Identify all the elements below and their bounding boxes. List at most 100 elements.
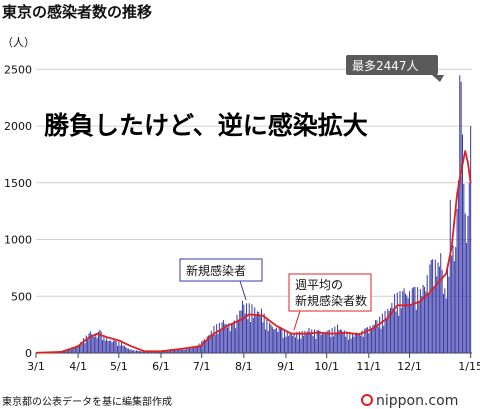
bar	[383, 325, 385, 353]
bar	[227, 327, 229, 353]
bar	[131, 350, 133, 353]
average-callout-leader	[293, 310, 301, 331]
bar	[145, 351, 147, 353]
bar	[148, 351, 150, 353]
bar	[156, 351, 158, 353]
bar	[300, 338, 302, 353]
bar	[466, 242, 468, 353]
bar	[163, 350, 165, 353]
y-tick-label: 2000	[4, 120, 32, 133]
bar	[269, 322, 271, 353]
bar	[347, 339, 349, 353]
bar	[415, 309, 417, 353]
x-tick-label: 7/1	[193, 360, 211, 373]
bar	[298, 331, 301, 353]
bar	[394, 294, 396, 353]
bar	[134, 351, 136, 353]
bar	[233, 320, 235, 353]
bar	[377, 326, 379, 353]
bar-series	[35, 75, 472, 354]
bar	[402, 291, 404, 353]
bar	[432, 259, 434, 353]
y-tick-label: 1500	[4, 177, 32, 190]
y-tick-label: 2500	[4, 63, 32, 76]
bar	[384, 311, 386, 353]
bar	[399, 291, 401, 353]
bar	[448, 276, 450, 353]
bar	[403, 288, 405, 353]
bar	[396, 292, 398, 353]
bar	[241, 300, 243, 353]
bar	[222, 320, 224, 353]
bar	[381, 313, 383, 353]
bar	[459, 75, 461, 354]
bar	[319, 330, 321, 353]
bar	[159, 351, 161, 353]
bar	[354, 333, 356, 353]
bar	[445, 298, 447, 353]
bar	[318, 330, 320, 353]
bar	[104, 340, 106, 353]
bar	[444, 288, 446, 353]
bar	[369, 325, 371, 353]
bar	[327, 330, 329, 353]
x-tick-label: 1/15	[458, 360, 480, 373]
bar	[251, 304, 253, 353]
bar	[243, 304, 245, 353]
bar	[361, 330, 363, 353]
bar	[305, 332, 307, 353]
bar	[206, 336, 208, 353]
bar	[375, 320, 377, 353]
bar	[301, 330, 303, 353]
bar	[460, 81, 462, 353]
bar	[407, 298, 409, 353]
bar	[126, 348, 128, 353]
bar	[335, 332, 337, 353]
bar	[455, 247, 457, 353]
bar	[76, 346, 78, 353]
bar	[304, 330, 306, 353]
y-tick-labels: 0 500 1000 1500 2000 2500	[4, 63, 32, 360]
bar	[199, 346, 201, 353]
bar	[178, 348, 180, 353]
bar	[140, 351, 142, 353]
bar	[123, 345, 125, 353]
bar	[169, 350, 171, 353]
bar	[221, 322, 223, 353]
bar	[303, 335, 305, 353]
bar	[411, 288, 413, 353]
bar	[116, 345, 119, 353]
bar	[262, 322, 264, 353]
bar	[452, 245, 454, 353]
bar	[436, 276, 438, 353]
bar	[418, 302, 420, 353]
bar	[258, 312, 260, 353]
bar	[322, 332, 324, 353]
bar	[228, 323, 230, 353]
bar	[342, 333, 344, 353]
bar	[255, 314, 257, 353]
x-tick-label: 12/1	[397, 360, 422, 373]
bar	[323, 333, 325, 353]
bar	[339, 329, 341, 353]
x-tick-label: 11/1	[356, 360, 381, 373]
bar	[201, 341, 203, 353]
brand-logo: nippon.com	[361, 393, 458, 409]
bar	[254, 307, 256, 353]
y-tick-label: 0	[25, 347, 32, 360]
bar	[168, 350, 170, 353]
bar	[414, 286, 416, 353]
bar	[188, 347, 190, 353]
brand-name: nippon.com	[376, 393, 458, 409]
bar	[207, 335, 210, 353]
bar	[87, 339, 89, 353]
bar	[467, 215, 469, 353]
bar	[235, 328, 237, 353]
bar	[93, 337, 95, 353]
bar	[349, 331, 351, 353]
bar	[142, 351, 144, 353]
bar	[297, 339, 299, 353]
source-note: 東京都の公表データを基に編集部作成	[2, 395, 172, 408]
bar	[165, 350, 167, 353]
bar	[248, 303, 250, 353]
